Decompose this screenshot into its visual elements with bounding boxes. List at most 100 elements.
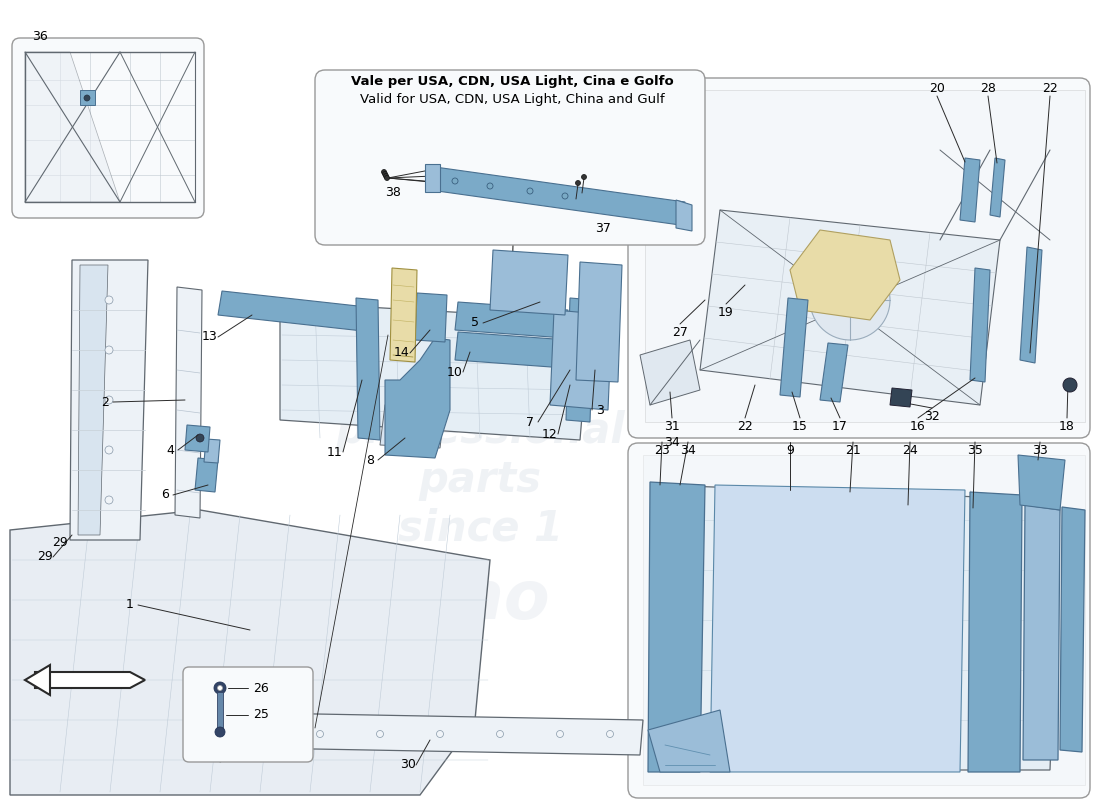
- Text: 22: 22: [737, 419, 752, 433]
- Polygon shape: [185, 425, 210, 452]
- Polygon shape: [260, 713, 644, 755]
- Polygon shape: [970, 268, 990, 382]
- Circle shape: [575, 181, 581, 186]
- Circle shape: [196, 434, 204, 442]
- Circle shape: [452, 178, 458, 184]
- Text: 7: 7: [526, 415, 534, 429]
- FancyBboxPatch shape: [628, 443, 1090, 798]
- Polygon shape: [25, 665, 50, 695]
- Polygon shape: [640, 340, 700, 405]
- Text: 36: 36: [32, 30, 48, 43]
- FancyBboxPatch shape: [315, 70, 705, 245]
- Polygon shape: [1020, 247, 1042, 363]
- Polygon shape: [790, 230, 900, 320]
- Text: 22: 22: [1042, 82, 1058, 94]
- Polygon shape: [576, 262, 621, 382]
- Text: 34: 34: [680, 443, 696, 457]
- Polygon shape: [1060, 507, 1085, 752]
- Polygon shape: [455, 302, 568, 338]
- Text: 8: 8: [366, 454, 374, 466]
- Text: 33: 33: [1032, 443, 1048, 457]
- Polygon shape: [415, 293, 447, 342]
- Text: 21: 21: [845, 443, 861, 457]
- Polygon shape: [218, 291, 376, 332]
- Text: 34: 34: [664, 435, 680, 449]
- Circle shape: [835, 565, 905, 635]
- Circle shape: [104, 446, 113, 454]
- Text: Vale per USA, CDN, USA Light, Cina e Golfo: Vale per USA, CDN, USA Light, Cina e Gol…: [351, 75, 673, 89]
- Circle shape: [496, 730, 504, 738]
- Polygon shape: [990, 158, 1005, 217]
- Text: Valid for USA, CDN, USA Light, China and Gulf: Valid for USA, CDN, USA Light, China and…: [360, 94, 664, 106]
- Circle shape: [487, 183, 493, 189]
- Circle shape: [104, 496, 113, 504]
- Text: 30: 30: [400, 758, 416, 771]
- Polygon shape: [648, 482, 705, 772]
- Text: 1: 1: [126, 598, 134, 611]
- Text: 12: 12: [542, 427, 558, 441]
- Text: 27: 27: [672, 326, 688, 338]
- Circle shape: [376, 730, 384, 738]
- Polygon shape: [78, 265, 108, 535]
- Circle shape: [755, 535, 825, 605]
- Polygon shape: [10, 510, 490, 795]
- Polygon shape: [700, 210, 1000, 405]
- FancyBboxPatch shape: [628, 78, 1090, 438]
- Text: 4: 4: [166, 443, 174, 457]
- Polygon shape: [710, 485, 965, 772]
- Polygon shape: [35, 672, 145, 688]
- Text: 32: 32: [924, 410, 939, 422]
- Circle shape: [527, 188, 534, 194]
- Polygon shape: [195, 458, 218, 492]
- Circle shape: [582, 174, 586, 179]
- Text: 38: 38: [385, 186, 400, 199]
- Text: 15: 15: [792, 419, 807, 433]
- Text: 13: 13: [202, 330, 218, 343]
- Polygon shape: [968, 492, 1022, 772]
- Circle shape: [317, 730, 323, 738]
- Circle shape: [383, 171, 387, 177]
- Polygon shape: [566, 298, 594, 422]
- Polygon shape: [780, 298, 808, 397]
- Text: 26: 26: [253, 682, 268, 694]
- Polygon shape: [1023, 505, 1060, 760]
- Circle shape: [810, 260, 890, 340]
- Circle shape: [1063, 378, 1077, 392]
- Circle shape: [562, 193, 568, 199]
- Polygon shape: [430, 167, 685, 225]
- Text: 18: 18: [1059, 419, 1075, 433]
- Text: 5: 5: [471, 317, 478, 330]
- Polygon shape: [80, 90, 95, 105]
- Text: 19: 19: [718, 306, 734, 318]
- Polygon shape: [1018, 455, 1065, 510]
- Text: 29: 29: [52, 535, 68, 549]
- Circle shape: [557, 730, 563, 738]
- Text: 9: 9: [786, 443, 794, 457]
- FancyBboxPatch shape: [12, 38, 203, 218]
- Text: 24: 24: [902, 443, 917, 457]
- Circle shape: [84, 95, 90, 101]
- Text: 10: 10: [447, 366, 463, 378]
- Polygon shape: [379, 390, 446, 448]
- Text: professional
parts
since 1: professional parts since 1: [336, 410, 625, 550]
- FancyBboxPatch shape: [183, 667, 314, 762]
- Text: 28: 28: [980, 82, 996, 94]
- Polygon shape: [960, 158, 980, 222]
- Polygon shape: [490, 250, 568, 315]
- Circle shape: [214, 727, 225, 737]
- Circle shape: [755, 615, 825, 685]
- Polygon shape: [425, 164, 440, 192]
- Text: 3: 3: [596, 403, 604, 417]
- Circle shape: [104, 396, 113, 404]
- Text: Daemo: Daemo: [289, 567, 550, 633]
- Polygon shape: [455, 332, 568, 368]
- Circle shape: [606, 730, 614, 738]
- Polygon shape: [648, 710, 730, 772]
- Text: 37: 37: [595, 222, 610, 234]
- Polygon shape: [654, 485, 1060, 770]
- Polygon shape: [390, 268, 417, 362]
- Text: 25: 25: [253, 709, 268, 722]
- Polygon shape: [25, 52, 120, 202]
- Text: 2: 2: [101, 395, 109, 409]
- Text: 35: 35: [967, 443, 983, 457]
